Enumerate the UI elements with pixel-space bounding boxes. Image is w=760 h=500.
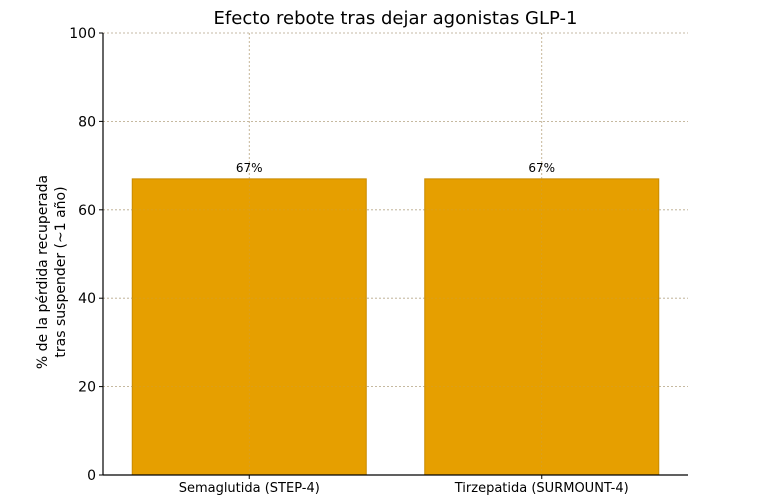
y-tick-label: 20	[78, 380, 96, 396]
bar-value-label: 67%	[236, 161, 263, 175]
y-tick-label: 100	[69, 26, 96, 42]
x-tick-label: Semaglutida (STEP-4)	[179, 481, 320, 496]
y-tick-label: 80	[78, 114, 96, 130]
chart-title: Efecto rebote tras dejar agonistas GLP-1	[213, 8, 578, 29]
y-tick-label: 0	[87, 468, 96, 484]
y-tick-label: 60	[78, 203, 96, 219]
y-tick-label: 40	[78, 291, 96, 307]
bar-value-label: 67%	[528, 161, 555, 175]
x-tick-label: Tirzepatida (SURMOUNT-4)	[454, 481, 629, 496]
